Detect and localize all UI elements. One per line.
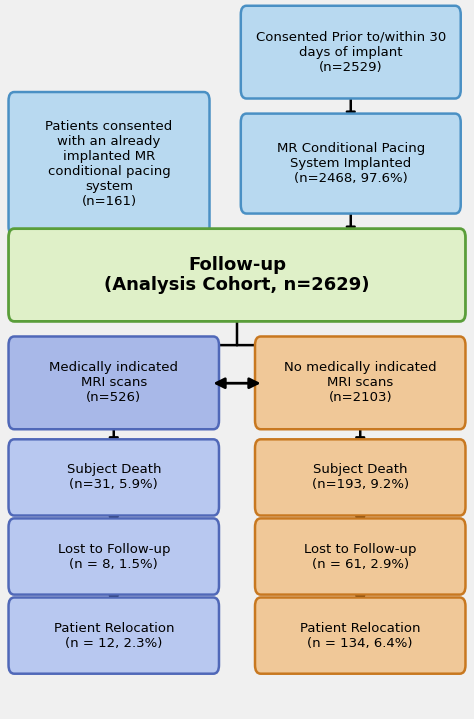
FancyBboxPatch shape — [241, 114, 461, 214]
Text: No medically indicated
MRI scans
(n=2103): No medically indicated MRI scans (n=2103… — [284, 362, 437, 404]
FancyBboxPatch shape — [9, 92, 210, 235]
FancyBboxPatch shape — [9, 597, 219, 674]
Text: Lost to Follow-up
(n = 61, 2.9%): Lost to Follow-up (n = 61, 2.9%) — [304, 543, 417, 570]
Text: Patients consented
with an already
implanted MR
conditional pacing
system
(n=161: Patients consented with an already impla… — [46, 119, 173, 208]
FancyBboxPatch shape — [255, 439, 465, 516]
FancyBboxPatch shape — [9, 336, 219, 429]
FancyBboxPatch shape — [255, 518, 465, 595]
Text: Subject Death
(n=31, 5.9%): Subject Death (n=31, 5.9%) — [66, 464, 161, 491]
FancyBboxPatch shape — [9, 439, 219, 516]
Text: Consented Prior to/within 30
days of implant
(n=2529): Consented Prior to/within 30 days of imp… — [255, 31, 446, 73]
FancyBboxPatch shape — [255, 597, 465, 674]
Text: Patient Relocation
(n = 134, 6.4%): Patient Relocation (n = 134, 6.4%) — [300, 622, 420, 649]
Text: Lost to Follow-up
(n = 8, 1.5%): Lost to Follow-up (n = 8, 1.5%) — [57, 543, 170, 570]
FancyBboxPatch shape — [9, 518, 219, 595]
Text: Subject Death
(n=193, 9.2%): Subject Death (n=193, 9.2%) — [312, 464, 409, 491]
FancyBboxPatch shape — [241, 6, 461, 99]
FancyBboxPatch shape — [255, 336, 465, 429]
FancyBboxPatch shape — [9, 229, 465, 321]
Text: Patient Relocation
(n = 12, 2.3%): Patient Relocation (n = 12, 2.3%) — [54, 622, 174, 649]
Text: Medically indicated
MRI scans
(n=526): Medically indicated MRI scans (n=526) — [49, 362, 178, 404]
Text: Follow-up
(Analysis Cohort, n=2629): Follow-up (Analysis Cohort, n=2629) — [104, 256, 370, 294]
Text: MR Conditional Pacing
System Implanted
(n=2468, 97.6%): MR Conditional Pacing System Implanted (… — [277, 142, 425, 185]
